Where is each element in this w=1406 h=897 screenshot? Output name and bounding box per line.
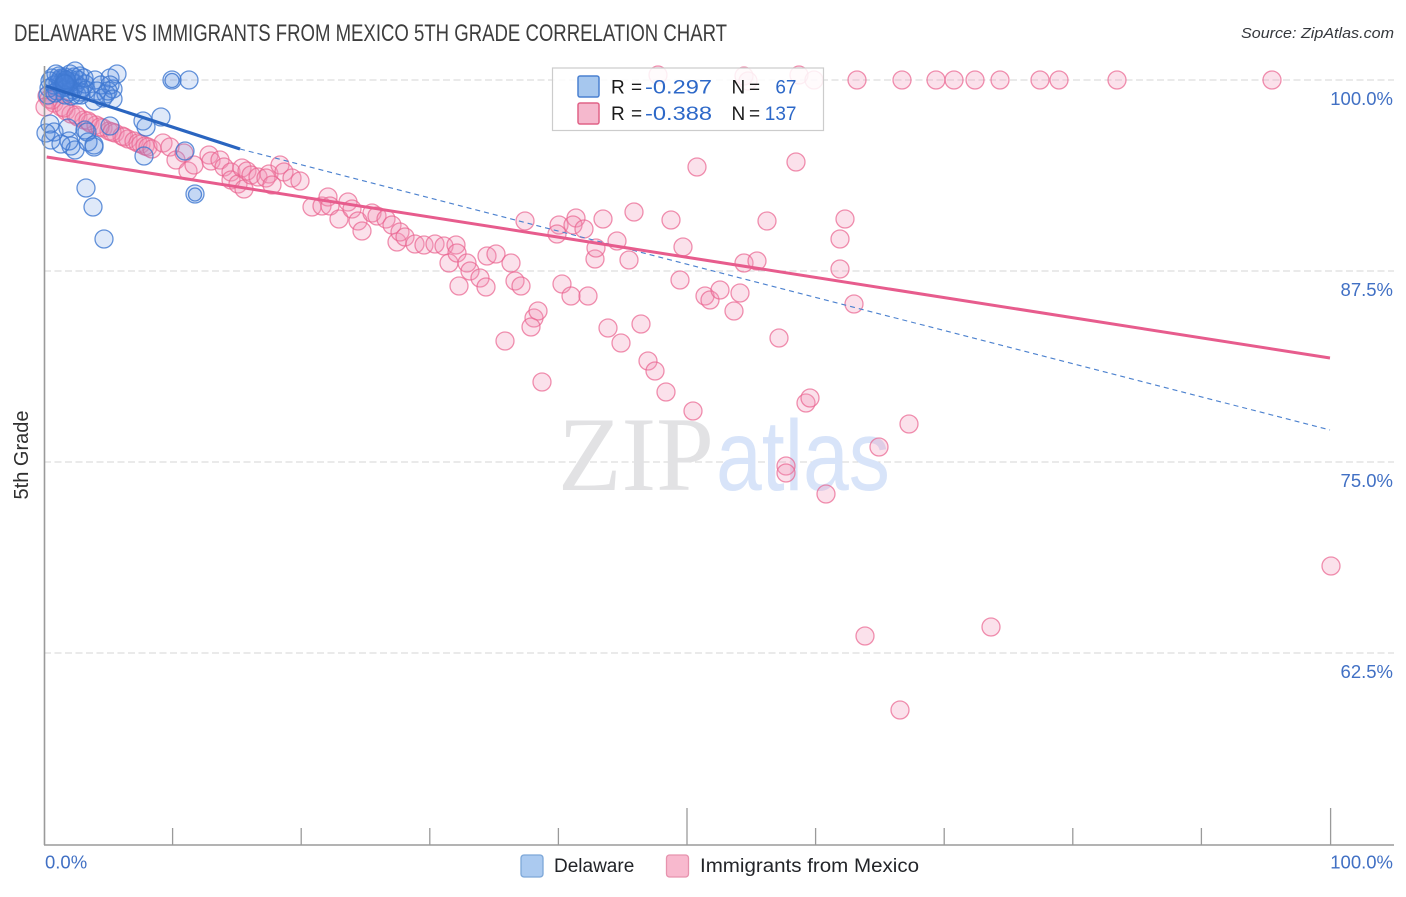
svg-text:atlas: atlas [716, 400, 890, 512]
svg-text:75.0%: 75.0% [1341, 470, 1393, 491]
svg-text:ZIP: ZIP [558, 396, 714, 513]
svg-text:N: N [732, 78, 746, 99]
svg-text:5th Grade: 5th Grade [11, 411, 33, 500]
svg-text:N: N [732, 104, 746, 125]
svg-text:67: 67 [775, 78, 796, 99]
svg-text:Delaware: Delaware [554, 856, 634, 877]
svg-text:-0.388: -0.388 [645, 104, 712, 125]
svg-text:62.5%: 62.5% [1341, 661, 1393, 682]
svg-text:=: = [749, 78, 760, 99]
svg-text:=: = [631, 104, 642, 125]
svg-text:Source: ZipAtlas.com: Source: ZipAtlas.com [1241, 26, 1394, 42]
svg-text:0.0%: 0.0% [45, 852, 87, 873]
svg-text:R: R [611, 104, 625, 125]
svg-text:-0.297: -0.297 [645, 78, 712, 99]
svg-text:100.0%: 100.0% [1330, 852, 1393, 873]
svg-text:137: 137 [765, 104, 797, 125]
svg-text:100.0%: 100.0% [1330, 88, 1393, 109]
svg-text:DELAWARE VS IMMIGRANTS FROM ME: DELAWARE VS IMMIGRANTS FROM MEXICO 5TH G… [14, 20, 727, 47]
svg-text:=: = [631, 78, 642, 99]
svg-text:87.5%: 87.5% [1341, 279, 1393, 300]
svg-text:R: R [611, 78, 625, 99]
svg-text:=: = [749, 104, 760, 125]
svg-text:Immigrants from Mexico: Immigrants from Mexico [700, 856, 919, 877]
